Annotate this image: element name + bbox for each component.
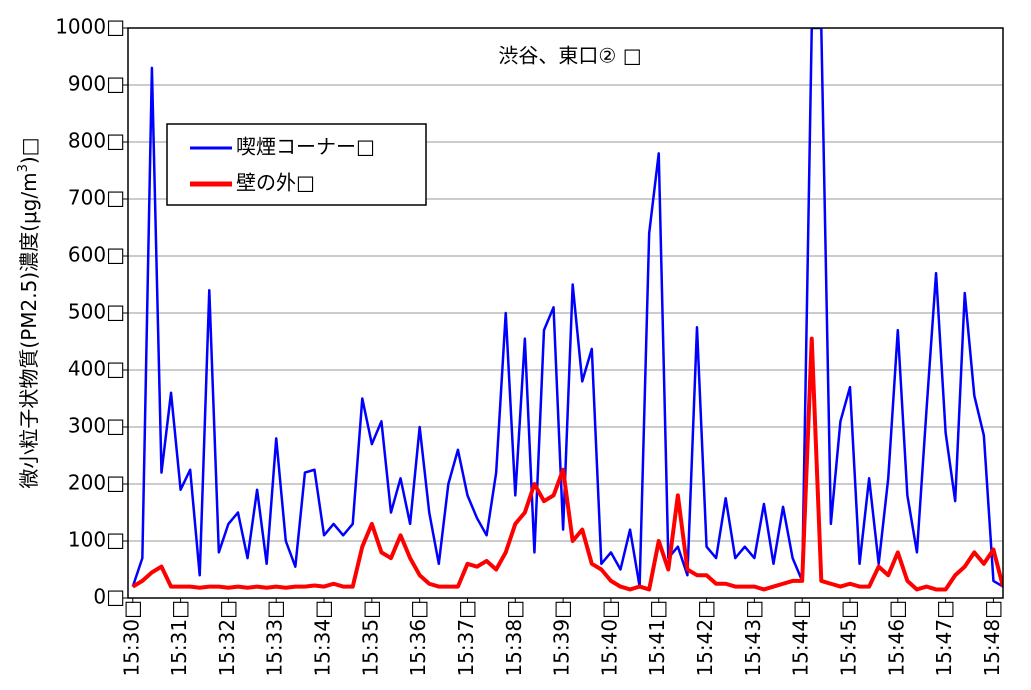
y-tick-label: 200□ <box>68 471 125 495</box>
y-tick-label: 500□ <box>68 300 125 324</box>
x-tick-label: 15:45□ <box>836 600 860 677</box>
y-tick-label: 600□ <box>68 243 125 267</box>
x-tick-label: 15:47□ <box>932 600 956 677</box>
x-tick-label: 15:41□ <box>645 600 669 677</box>
x-tick-label: 15:46□ <box>884 600 908 677</box>
y-axis-label-part: )□ <box>17 137 41 164</box>
x-tick-label: 15:38□ <box>502 600 526 677</box>
x-tick-label: 15:42□ <box>693 600 717 677</box>
y-axis-label-part: 微小粒子状物質(PM2.5)濃度(μg/m <box>17 172 41 488</box>
legend-box <box>166 123 427 206</box>
y-tick-label: 1000□ <box>55 15 125 39</box>
chart-title: 渋谷、東口② □ <box>498 44 641 68</box>
x-tick-label: 15:48□ <box>980 600 1004 677</box>
y-tick-label: 800□ <box>68 129 125 153</box>
y-tick-label: 700□ <box>68 186 125 210</box>
y-tick-label: 400□ <box>68 357 125 381</box>
x-tick-label: 15:30□ <box>119 600 143 677</box>
y-tick-label: 100□ <box>68 528 125 552</box>
x-tick-label: 15:37□ <box>454 600 478 677</box>
legend-label: 喫煙コーナー□ <box>236 135 375 159</box>
x-tick-label: 15:39□ <box>550 600 574 677</box>
x-tick-label: 15:35□ <box>358 600 382 677</box>
x-tick-label: 15:34□ <box>311 600 335 677</box>
x-tick-label: 15:43□ <box>741 600 765 677</box>
x-tick-label: 15:44□ <box>789 600 813 677</box>
y-axis-label-sup: 3 <box>16 164 31 172</box>
x-tick-label: 15:33□ <box>263 600 287 677</box>
series-line <box>131 28 1003 588</box>
legend-label: 壁の外□ <box>236 171 315 195</box>
y-axis-label: 微小粒子状物質(PM2.5)濃度(μg/m3)□ <box>16 137 41 488</box>
x-tick-label: 15:36□ <box>406 600 430 677</box>
y-tick-label: 0□ <box>93 585 125 609</box>
series-line <box>131 336 1003 592</box>
x-tick-label: 15:32□ <box>215 600 239 677</box>
y-tick-label: 300□ <box>68 414 125 438</box>
x-tick-label: 15:31□ <box>167 600 191 677</box>
y-tick-label: 900□ <box>68 72 125 96</box>
x-tick-label: 15:40□ <box>597 600 621 677</box>
